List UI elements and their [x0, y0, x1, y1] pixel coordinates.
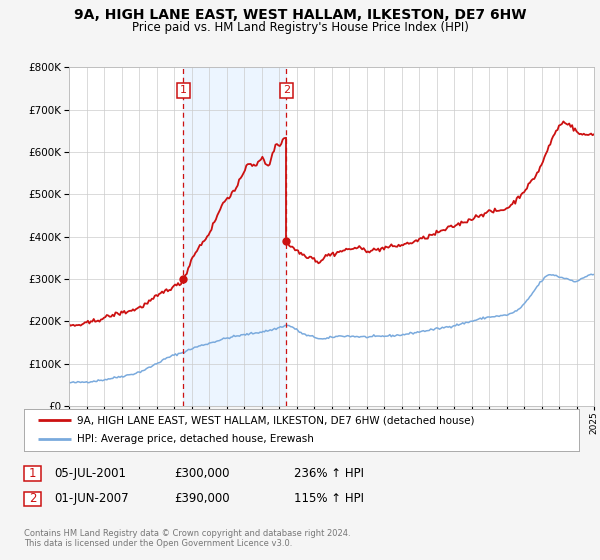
- Text: £300,000: £300,000: [174, 467, 229, 480]
- Text: 2: 2: [283, 86, 290, 96]
- Text: 9A, HIGH LANE EAST, WEST HALLAM, ILKESTON, DE7 6HW: 9A, HIGH LANE EAST, WEST HALLAM, ILKESTO…: [74, 8, 526, 22]
- Text: 05-JUL-2001: 05-JUL-2001: [54, 467, 126, 480]
- Text: 01-JUN-2007: 01-JUN-2007: [54, 492, 128, 506]
- Text: 115% ↑ HPI: 115% ↑ HPI: [294, 492, 364, 506]
- Text: Price paid vs. HM Land Registry's House Price Index (HPI): Price paid vs. HM Land Registry's House …: [131, 21, 469, 34]
- Text: 1: 1: [180, 86, 187, 96]
- Text: 2: 2: [29, 492, 36, 506]
- Text: This data is licensed under the Open Government Licence v3.0.: This data is licensed under the Open Gov…: [24, 539, 292, 548]
- Text: HPI: Average price, detached house, Erewash: HPI: Average price, detached house, Erew…: [77, 435, 314, 445]
- Text: 9A, HIGH LANE EAST, WEST HALLAM, ILKESTON, DE7 6HW (detached house): 9A, HIGH LANE EAST, WEST HALLAM, ILKESTO…: [77, 415, 474, 425]
- Text: £390,000: £390,000: [174, 492, 230, 506]
- Text: 1: 1: [29, 467, 36, 480]
- Text: Contains HM Land Registry data © Crown copyright and database right 2024.: Contains HM Land Registry data © Crown c…: [24, 529, 350, 538]
- Bar: [184, 67, 286, 406]
- Text: 236% ↑ HPI: 236% ↑ HPI: [294, 467, 364, 480]
